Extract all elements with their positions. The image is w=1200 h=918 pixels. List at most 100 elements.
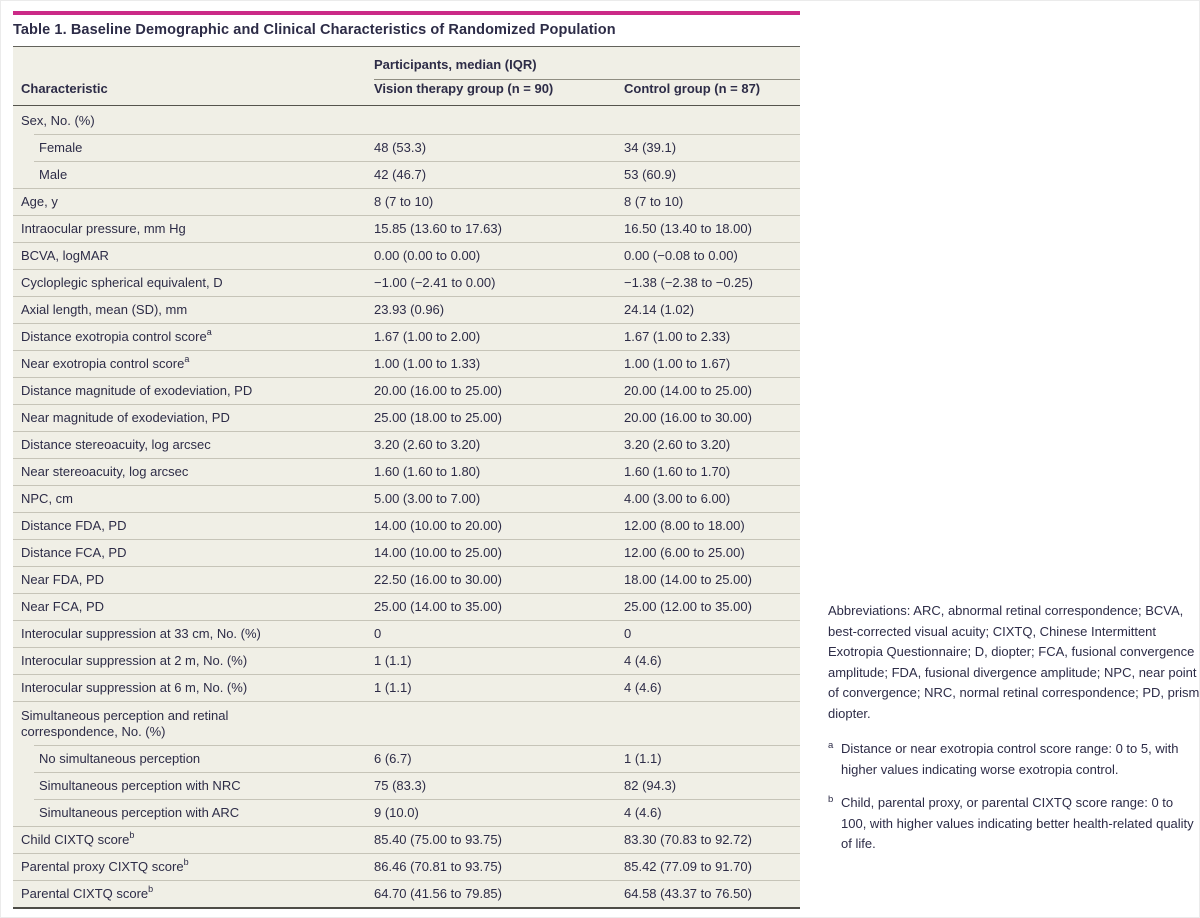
cell-vision-therapy-value: [374, 106, 624, 134]
cell-characteristic: Simultaneous perception with NRC: [13, 772, 374, 799]
table-row: Distance magnitude of exodeviation, PD 20…: [13, 377, 800, 404]
table-row: Near FCA, PD 25.00 (14.00 to 35.00) 25.00 …: [13, 593, 800, 620]
cell-vision-therapy-value: 1.67 (1.00 to 2.00): [374, 329, 481, 344]
characteristic-label: Child CIXTQ score: [21, 832, 130, 847]
cell-control-value: 8 (7 to 10): [624, 194, 684, 209]
table-title: Table 1. Baseline Demographic and Clinic…: [13, 22, 616, 38]
cell-control-value: 64.58 (43.37 to 76.50): [624, 886, 752, 901]
table-row: Near FDA, PD 22.50 (16.00 to 30.00) 18.00 …: [13, 566, 800, 593]
characteristic-label: BCVA, logMAR: [21, 248, 109, 263]
cell-characteristic: Distance exotropia control scorea: [13, 323, 374, 350]
footnote-reference: a: [184, 353, 190, 364]
cell-characteristic: Interocular suppression at 2 m, No. (%): [13, 647, 374, 674]
cell-vision-therapy-value: 3.20 (2.60 to 3.20): [374, 437, 481, 452]
cell-characteristic: Cycloplegic spherical equivalent, D: [13, 269, 374, 296]
table-row: Parental CIXTQ scoreb 64.70 (41.56 to 79.…: [13, 880, 800, 907]
cell-control-value: 12.00 (6.00 to 25.00): [624, 545, 745, 560]
table-row: Parental proxy CIXTQ scoreb 86.46 (70.81 …: [13, 853, 800, 880]
characteristic-label: Parental CIXTQ score: [21, 886, 149, 901]
cell-characteristic: Female: [13, 134, 374, 161]
footnote-reference: a: [206, 326, 212, 337]
cell-characteristic: Axial length, mean (SD), mm: [13, 296, 374, 323]
table-row: Near magnitude of exodeviation, PD 25.00 …: [13, 404, 800, 431]
cell-vision-therapy-value: 15.85 (13.60 to 17.63): [374, 221, 502, 236]
cell-characteristic: Near FDA, PD: [13, 566, 374, 593]
table-row: BCVA, logMAR 0.00 (0.00 to 0.00) 0.00 (−0.…: [13, 242, 800, 269]
table-row: Simultaneous perception with NRC 75 (83.3…: [13, 772, 800, 799]
table-row: Near exotropia control scorea 1.00 (1.00 …: [13, 350, 800, 377]
cell-characteristic: Child CIXTQ scoreb: [13, 826, 374, 853]
table-row: Age, y 8 (7 to 10) 8 (7 to 10): [13, 188, 800, 215]
cell-control-value: 1.60 (1.60 to 1.70): [624, 464, 731, 479]
table-row: Axial length, mean (SD), mm 23.93 (0.96) 2…: [13, 296, 800, 323]
cell-control-value: 4.00 (3.00 to 6.00): [624, 491, 731, 506]
table-row: No simultaneous perception 6 (6.7) 1 (1.1): [13, 745, 800, 772]
footnote-b-text: Child, parental proxy, or parental CIXTQ…: [841, 795, 1194, 851]
cell-vision-therapy-value: 9 (10.0): [374, 805, 419, 820]
characteristic-label: NPC, cm: [21, 491, 73, 506]
cell-control-value: −1.38 (−2.38 to −0.25): [624, 275, 754, 290]
characteristic-label: Male: [39, 167, 68, 182]
table-row: Distance stereoacuity, log arcsec 3.20 (2…: [13, 431, 800, 458]
characteristic-label: Near stereoacuity, log arcsec: [21, 464, 189, 479]
characteristic-label: Parental proxy CIXTQ score: [21, 859, 184, 874]
vision-therapy-column-header: Vision therapy group (n = 90): [374, 81, 554, 96]
cell-characteristic: Near stereoacuity, log arcsec: [13, 458, 374, 485]
table-body: Sex, No. (%) Female 48 (53.3) 34 (39.1) Male…: [13, 106, 800, 909]
group-column-header: Participants, median (IQR): [374, 57, 537, 72]
cell-vision-therapy-value: 86.46 (70.81 to 93.75): [374, 859, 502, 874]
cell-characteristic: Near FCA, PD: [13, 593, 374, 620]
cell-control-value: 85.42 (77.09 to 91.70): [624, 859, 752, 874]
cell-characteristic: Intraocular pressure, mm Hg: [13, 215, 374, 242]
table-row: Distance exotropia control scorea 1.67 (1…: [13, 323, 800, 350]
cell-vision-therapy-value: 1 (1.1): [374, 653, 412, 668]
footnote-a: a Distance or near exotropia control scor…: [828, 739, 1199, 780]
footnote-reference: b: [183, 856, 189, 867]
characteristic-label: Distance FCA, PD: [21, 545, 127, 560]
cell-characteristic: Interocular suppression at 6 m, No. (%): [13, 674, 374, 701]
cell-control-value: 24.14 (1.02): [624, 302, 695, 317]
footnote-reference: b: [148, 883, 154, 894]
characteristic-label: Axial length, mean (SD), mm: [21, 302, 188, 317]
cell-vision-therapy-value: 75 (83.3): [374, 778, 427, 793]
cell-vision-therapy-value: 1.60 (1.60 to 1.80): [374, 464, 481, 479]
table-row: Interocular suppression at 33 cm, No. (%…: [13, 620, 800, 647]
cell-vision-therapy-value: 64.70 (41.56 to 79.85): [374, 886, 502, 901]
footnote-b: b Child, parental proxy, or parental CIXT…: [828, 793, 1199, 855]
cell-characteristic: Near magnitude of exodeviation, PD: [13, 404, 374, 431]
cell-characteristic: Parental CIXTQ scoreb: [13, 880, 374, 907]
cell-characteristic: Near exotropia control scorea: [13, 350, 374, 377]
table-row: Distance FCA, PD 14.00 (10.00 to 25.00) 12…: [13, 539, 800, 566]
cell-vision-therapy-value: 23.93 (0.96): [374, 302, 445, 317]
cell-control-value: 4 (4.6): [624, 653, 662, 668]
cell-characteristic: BCVA, logMAR: [13, 242, 374, 269]
cell-characteristic: Simultaneous perception with ARC: [13, 799, 374, 826]
characteristic-label: Near magnitude of exodeviation, PD: [21, 410, 230, 425]
characteristic-label: Cycloplegic spherical equivalent, D: [21, 275, 223, 290]
table-row: Cycloplegic spherical equivalent, D −1.00…: [13, 269, 800, 296]
characteristic-column-header: Characteristic: [21, 81, 108, 96]
cell-characteristic: Distance magnitude of exodeviation, PD: [13, 377, 374, 404]
characteristic-label: Interocular suppression at 2 m, No. (%): [21, 653, 248, 668]
characteristic-label: No simultaneous perception: [39, 751, 201, 766]
table-row: Male 42 (46.7) 53 (60.9): [13, 161, 800, 188]
cell-control-value: 0.00 (−0.08 to 0.00): [624, 248, 738, 263]
cell-control-value: 0: [624, 626, 632, 641]
cell-control-value: 4 (4.6): [624, 805, 662, 820]
table-row: NPC, cm 5.00 (3.00 to 7.00) 4.00 (3.00 to …: [13, 485, 800, 512]
cell-characteristic: Simultaneous perception and retinal corr…: [13, 701, 374, 745]
cell-control-value: 34 (39.1): [624, 140, 677, 155]
cell-vision-therapy-value: 14.00 (10.00 to 25.00): [374, 545, 502, 560]
cell-control-value: 82 (94.3): [624, 778, 677, 793]
table-row: Distance FDA, PD 14.00 (10.00 to 20.00) 12…: [13, 512, 800, 539]
cell-vision-therapy-value: 0: [374, 626, 382, 641]
abbreviations-note: Abbreviations: ARC, abnormal retinal cor…: [828, 603, 1200, 721]
cell-vision-therapy-value: 48 (53.3): [374, 140, 427, 155]
group-header-rule: [374, 79, 800, 80]
cell-vision-therapy-value: 25.00 (14.00 to 35.00): [374, 599, 502, 614]
cell-control-value: [624, 106, 800, 134]
footnote-a-marker: a: [828, 740, 834, 751]
characteristic-label: Distance magnitude of exodeviation, PD: [21, 383, 253, 398]
table-row: Simultaneous perception and retinal corr…: [13, 701, 800, 745]
cell-vision-therapy-value: 25.00 (18.00 to 25.00): [374, 410, 502, 425]
